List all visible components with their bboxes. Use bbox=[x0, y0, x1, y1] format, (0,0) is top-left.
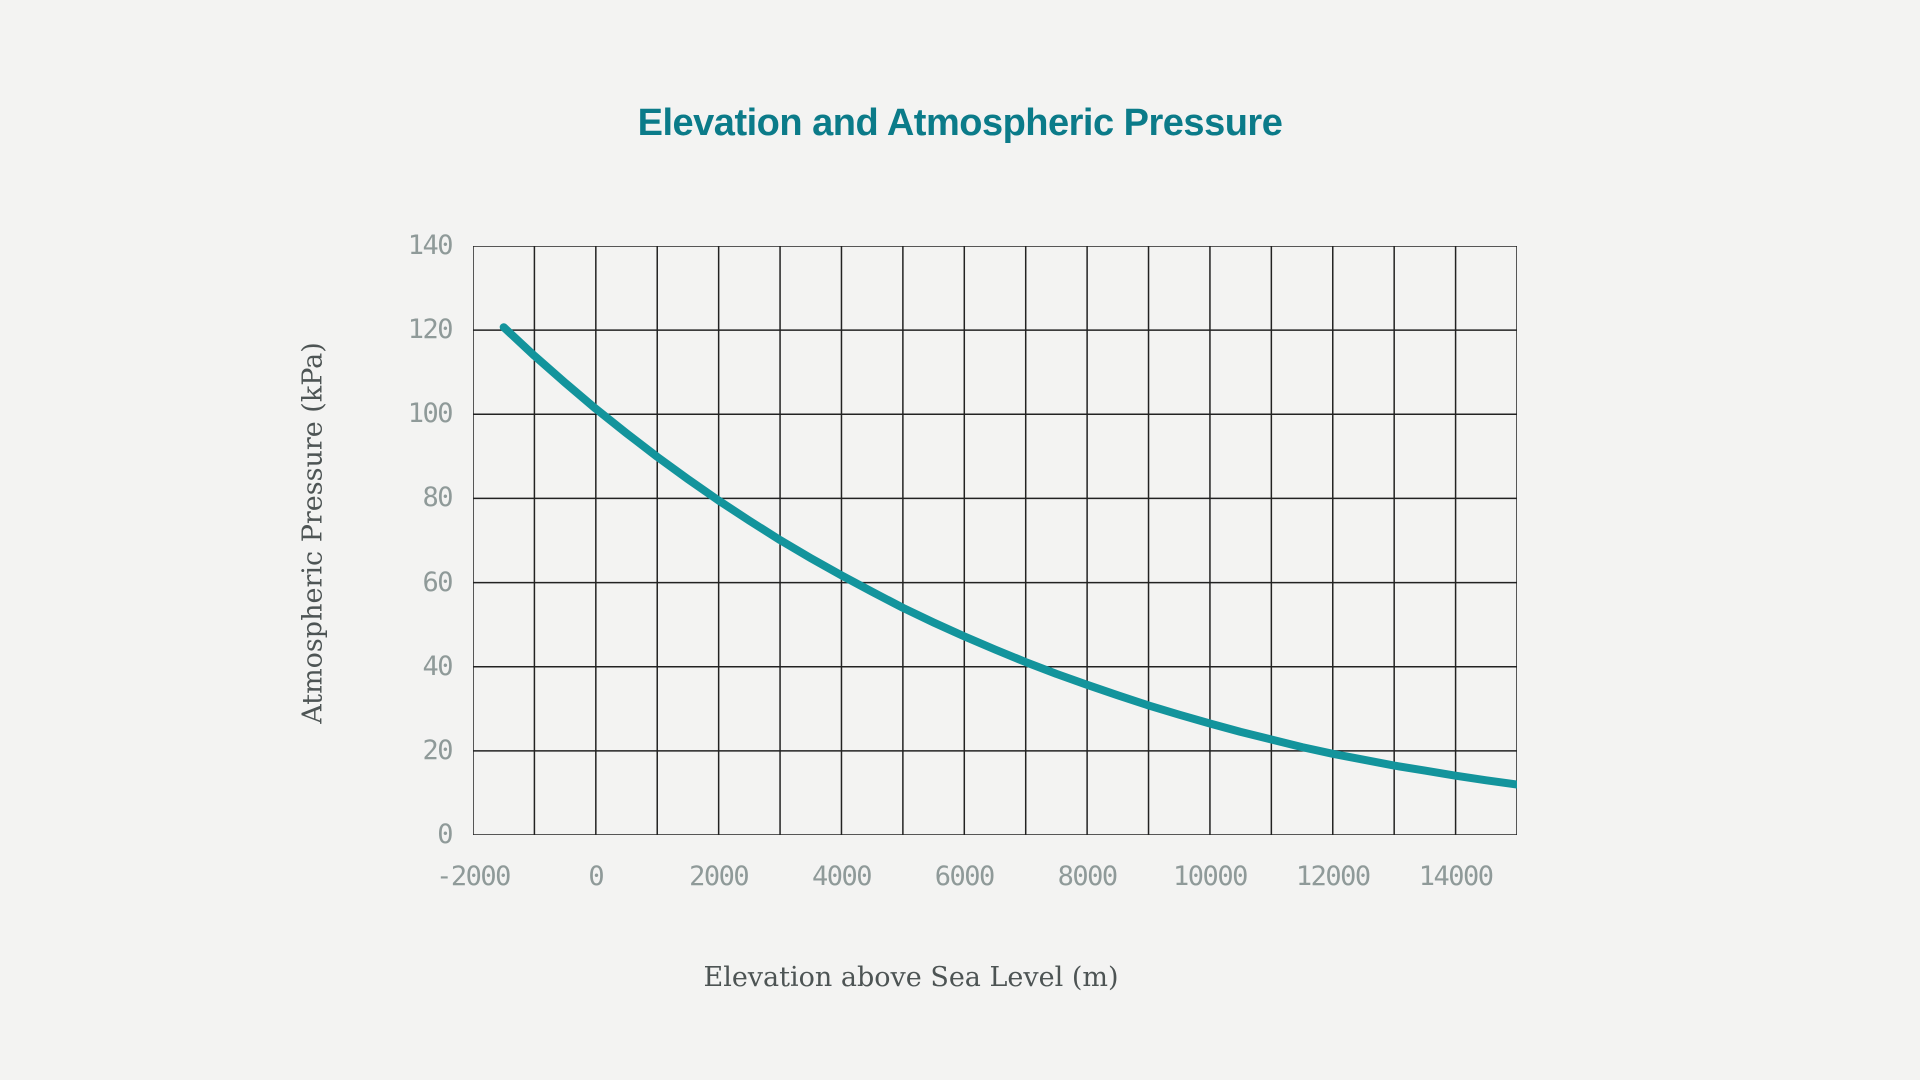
plot-canvas bbox=[473, 246, 1517, 835]
y-tick-label: 140 bbox=[407, 230, 454, 261]
x-tick-label: 0 bbox=[588, 861, 604, 892]
x-tick-label: 6000 bbox=[934, 861, 996, 892]
y-axis-title: Atmospheric Pressure (kPa) bbox=[297, 342, 329, 724]
x-tick-label: -2000 bbox=[436, 861, 511, 892]
y-tick-label: 0 bbox=[437, 819, 453, 850]
grid-lines bbox=[473, 246, 1517, 835]
pressure-curve bbox=[499, 323, 1517, 789]
x-tick-label: 12000 bbox=[1295, 861, 1371, 892]
y-tick-label: 60 bbox=[422, 566, 453, 598]
y-tick-label: 20 bbox=[422, 734, 453, 766]
y-tick-label: 120 bbox=[407, 314, 454, 346]
x-axis-title: Elevation above Sea Level (m) bbox=[703, 962, 1119, 993]
x-tick-label: 14000 bbox=[1418, 861, 1494, 892]
y-tick-label: 40 bbox=[422, 650, 453, 682]
x-tick-label: 4000 bbox=[811, 861, 873, 892]
plot-area bbox=[473, 246, 1517, 835]
y-tick-label: 80 bbox=[422, 482, 453, 514]
x-tick-label: 2000 bbox=[689, 861, 750, 892]
x-axis-ticks: -2000 0 2000 4000 6000 8000 10000 12000 14000 bbox=[436, 860, 1517, 894]
x-tick-label: 8000 bbox=[1057, 861, 1119, 892]
x-tick-label: 10000 bbox=[1173, 861, 1248, 892]
y-axis-ticks: 0 20 40 60 80 100 120 140 bbox=[325, 230, 454, 850]
y-tick-label: 100 bbox=[407, 398, 454, 430]
chart-title: Elevation and Atmospheric Pressure bbox=[637, 102, 1283, 144]
